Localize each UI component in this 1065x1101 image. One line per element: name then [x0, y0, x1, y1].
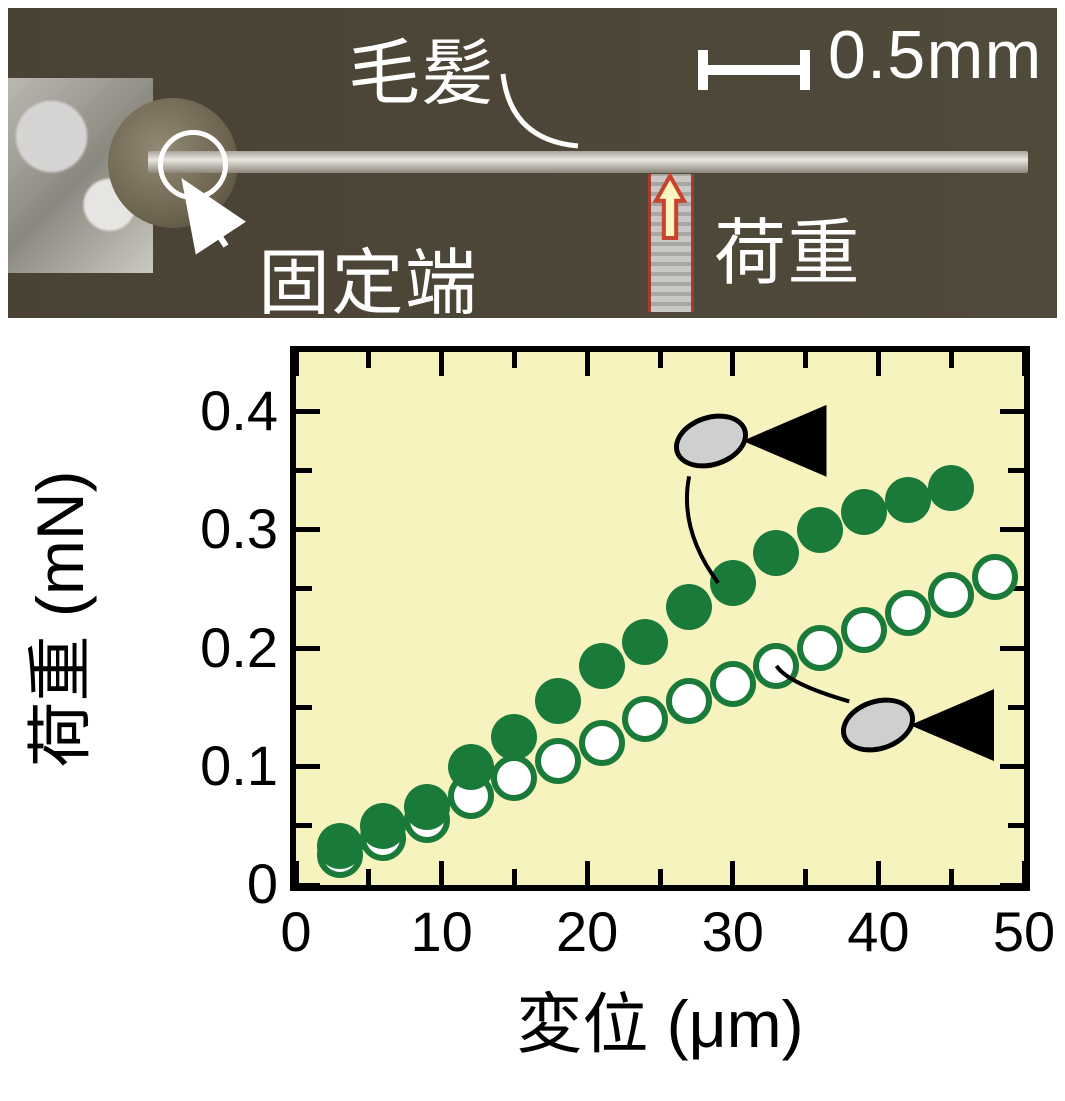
tick — [1000, 527, 1024, 532]
x-axis-title: 変位 (μm) — [410, 971, 910, 1067]
load-label: 荷重 — [714, 194, 861, 299]
fixed-end-circle — [158, 130, 228, 200]
tick-label: 0 — [150, 851, 278, 916]
tick — [1008, 823, 1024, 828]
data-point-open — [972, 554, 1018, 600]
tick — [512, 869, 517, 885]
tick — [439, 861, 444, 885]
tick — [1008, 705, 1024, 710]
tick-label: 30 — [683, 899, 783, 964]
data-point-open — [710, 661, 756, 707]
tick — [658, 869, 663, 885]
data-point-filled — [317, 823, 363, 869]
tick-label: 50 — [974, 899, 1065, 964]
data-point-filled — [797, 507, 843, 553]
load-displacement-chart: 0102030405000.10.20.30.4 — [210, 338, 1058, 958]
tick — [296, 764, 320, 769]
data-point-open — [797, 625, 843, 671]
data-point-open — [535, 738, 581, 784]
tick — [1022, 352, 1027, 376]
data-point-filled — [666, 584, 712, 630]
tick — [730, 861, 735, 885]
tick-label: 0.2 — [150, 615, 278, 680]
data-point-filled — [404, 784, 450, 830]
tick — [296, 646, 320, 651]
data-point-filled — [448, 744, 494, 790]
tick — [366, 352, 371, 368]
data-point-filled — [491, 714, 537, 760]
data-point-open — [579, 720, 625, 766]
tick — [1000, 409, 1024, 414]
data-point-open — [928, 572, 974, 618]
data-point-filled — [710, 560, 756, 606]
tick — [585, 861, 590, 885]
fixed-end-label: 固定端 — [258, 224, 478, 318]
tick-label: 0.1 — [150, 733, 278, 798]
microscope-photo: 毛髪 0.5mm 固定端 荷重 — [8, 8, 1057, 318]
tick — [296, 409, 320, 414]
tick — [296, 527, 320, 532]
tick — [1000, 646, 1024, 651]
hair-label: 毛髪 — [348, 14, 495, 119]
scale-bar-label: 0.5mm — [828, 16, 1043, 94]
tick — [512, 352, 517, 368]
data-point-filled — [841, 489, 887, 535]
tick — [1000, 764, 1024, 769]
tick — [876, 861, 881, 885]
tick — [296, 586, 312, 591]
tick — [803, 869, 808, 885]
tick-label: 20 — [537, 899, 637, 964]
tick — [439, 352, 444, 376]
tick — [949, 869, 954, 885]
tick — [585, 352, 590, 376]
y-axis-title: 荷重 (mN) — [7, 319, 103, 919]
tick — [1008, 468, 1024, 473]
tick — [658, 352, 663, 368]
tick — [803, 352, 808, 368]
tick — [296, 705, 312, 710]
data-point-open — [841, 607, 887, 653]
tick-label: 0.3 — [150, 496, 278, 561]
tick — [294, 861, 299, 885]
tick — [730, 352, 735, 376]
tick — [366, 869, 371, 885]
tick — [949, 352, 954, 368]
tick — [294, 352, 299, 376]
tick — [1022, 861, 1027, 885]
tick — [876, 352, 881, 376]
tick — [296, 468, 312, 473]
tick — [1000, 883, 1024, 888]
data-point-filled — [360, 803, 406, 849]
tick-label: 10 — [392, 899, 492, 964]
tick-label: 40 — [828, 899, 928, 964]
tick — [296, 883, 320, 888]
tick-label: 0.4 — [150, 378, 278, 443]
tick — [296, 823, 312, 828]
data-point-open — [885, 590, 931, 636]
hair-strand — [148, 151, 1028, 173]
data-point-filled — [885, 477, 931, 523]
data-point-filled — [579, 643, 625, 689]
load-applicator — [648, 174, 694, 312]
scale-bar — [698, 50, 810, 90]
